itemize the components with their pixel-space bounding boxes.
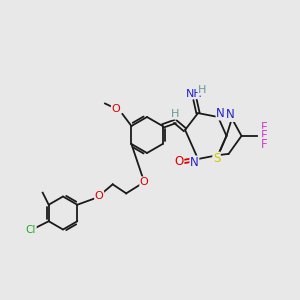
- Text: H: H: [198, 85, 207, 95]
- Text: O: O: [175, 155, 184, 168]
- Text: N: N: [190, 156, 199, 169]
- Text: S: S: [213, 152, 220, 165]
- Text: Cl: Cl: [26, 225, 36, 235]
- Text: NH: NH: [186, 88, 202, 99]
- Text: H: H: [171, 109, 179, 119]
- Text: F: F: [261, 129, 268, 142]
- Text: N: N: [226, 108, 235, 122]
- Text: F: F: [261, 121, 268, 134]
- Text: O: O: [111, 103, 120, 114]
- Text: F: F: [261, 138, 268, 151]
- Text: N: N: [216, 107, 225, 120]
- Text: O: O: [95, 191, 103, 201]
- Text: O: O: [140, 177, 148, 187]
